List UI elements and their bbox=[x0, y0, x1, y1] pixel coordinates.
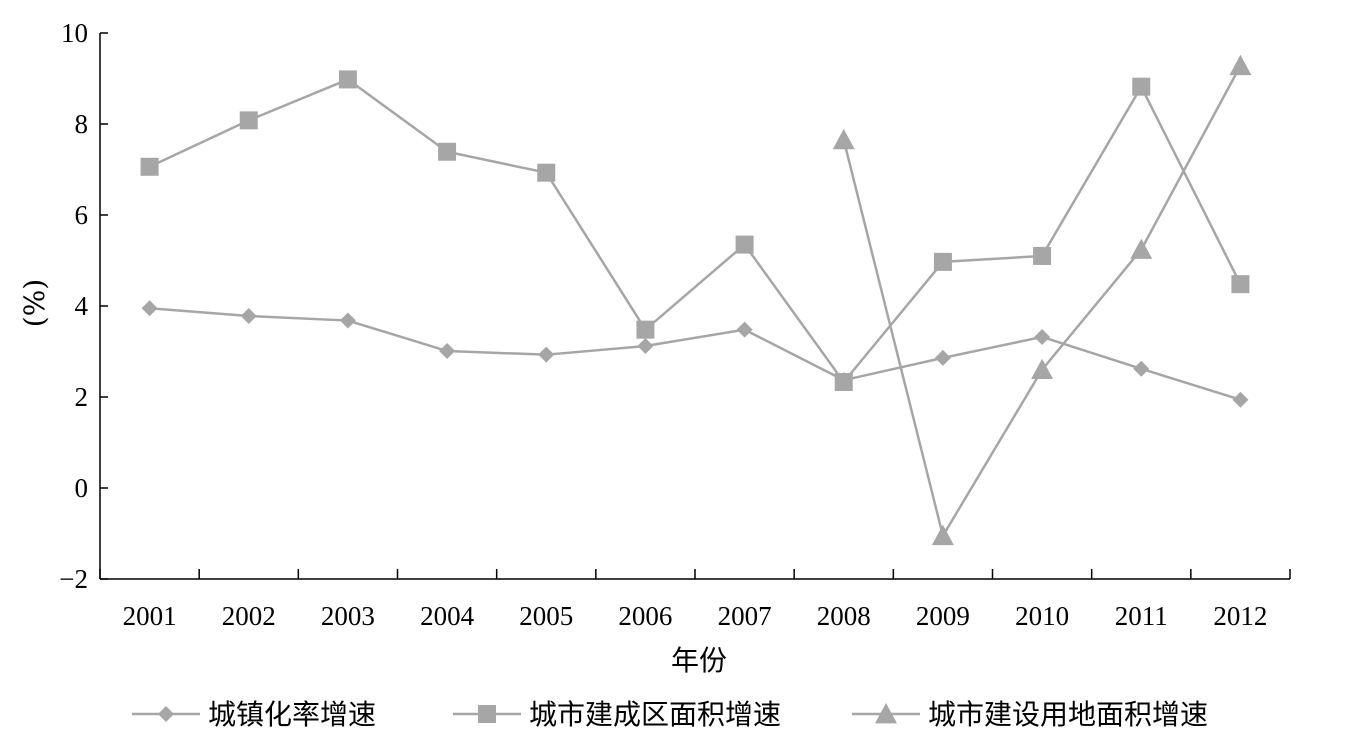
data-point bbox=[933, 252, 952, 271]
data-point bbox=[439, 343, 456, 360]
legend-label: 城镇化率增速 bbox=[208, 698, 376, 731]
data-point bbox=[636, 320, 655, 339]
legend-item-1: 城镇化率增速 bbox=[132, 698, 376, 731]
series-line bbox=[149, 307, 1241, 401]
series-2 bbox=[140, 70, 1250, 391]
x-tick-label: 2008 bbox=[817, 601, 871, 631]
series-line bbox=[149, 77, 1242, 385]
axes: −2 0 2 4 6 8 10 2001 2002 2003 2004 2005 2006 2007 200… bbox=[59, 18, 1291, 631]
y-tick-label: 10 bbox=[61, 18, 88, 48]
data-point bbox=[1133, 360, 1150, 377]
x-tick-label: 2002 bbox=[222, 601, 276, 631]
x-tick-label: 2004 bbox=[420, 601, 475, 631]
legend-marker bbox=[875, 703, 897, 724]
y-tick-label: −2 bbox=[59, 564, 88, 594]
data-point bbox=[141, 300, 158, 317]
series-1 bbox=[141, 300, 1249, 408]
x-tick-label: 2001 bbox=[123, 601, 177, 631]
data-point bbox=[1033, 246, 1052, 265]
y-tick-label: 4 bbox=[75, 291, 89, 321]
x-tick-label: 2010 bbox=[1015, 601, 1069, 631]
series-layer bbox=[140, 54, 1252, 546]
y-tick-label: 0 bbox=[75, 473, 89, 503]
data-point bbox=[1232, 391, 1249, 408]
data-point bbox=[1229, 54, 1252, 76]
x-tick-label: 2003 bbox=[321, 601, 375, 631]
data-point bbox=[931, 524, 954, 546]
x-axis-title: 年份 bbox=[671, 644, 727, 677]
x-tick-label: 2012 bbox=[1213, 601, 1267, 631]
legend-label: 城市建成区面积增速 bbox=[529, 698, 781, 731]
x-tick-label: 2007 bbox=[718, 601, 772, 631]
data-point bbox=[538, 346, 555, 363]
data-point bbox=[239, 111, 258, 130]
legend: 城镇化率增速 城市建成区面积增速 城市建设用地面积增速 bbox=[132, 698, 1208, 731]
legend-item-2: 城市建成区面积增速 bbox=[453, 698, 781, 731]
data-point bbox=[438, 142, 457, 161]
data-point bbox=[934, 349, 951, 366]
y-tick-label: 8 bbox=[75, 109, 89, 139]
legend-marker bbox=[478, 705, 496, 723]
x-tick-label: 2009 bbox=[916, 601, 970, 631]
data-point bbox=[339, 312, 356, 329]
data-point bbox=[140, 157, 159, 176]
series-line bbox=[842, 65, 1242, 540]
data-point bbox=[537, 163, 556, 182]
data-point bbox=[1034, 328, 1051, 345]
legend-label: 城市建设用地面积增速 bbox=[928, 698, 1208, 731]
x-tick-label: 2011 bbox=[1115, 601, 1168, 631]
y-tick-label: 6 bbox=[75, 200, 89, 230]
x-tick-label: 2006 bbox=[618, 601, 672, 631]
data-point bbox=[240, 308, 257, 325]
data-point bbox=[637, 338, 654, 355]
data-point bbox=[735, 235, 754, 254]
y-tick-label: 2 bbox=[75, 382, 89, 412]
legend-item-3: 城市建设用地面积增速 bbox=[852, 698, 1208, 731]
data-point bbox=[338, 70, 357, 89]
y-axis-title: (%) bbox=[18, 279, 51, 327]
data-point bbox=[1130, 238, 1153, 259]
data-point bbox=[1031, 358, 1054, 380]
data-point bbox=[736, 321, 753, 338]
data-point bbox=[832, 128, 855, 150]
data-point bbox=[1231, 275, 1250, 294]
data-point bbox=[834, 372, 853, 391]
data-point bbox=[1132, 77, 1151, 96]
x-tick-label: 2005 bbox=[519, 601, 573, 631]
legend-marker bbox=[158, 706, 174, 722]
series-3 bbox=[832, 54, 1252, 546]
